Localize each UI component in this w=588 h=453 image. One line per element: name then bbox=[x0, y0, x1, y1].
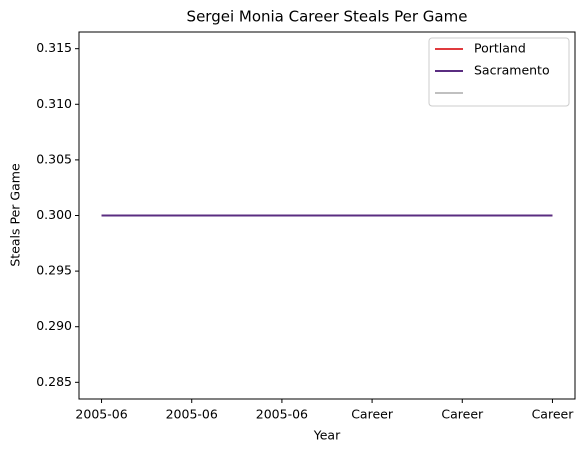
x-tick-label: 2005-06 bbox=[256, 407, 308, 422]
x-tick-label: Career bbox=[351, 407, 394, 422]
x-tick-label: Career bbox=[441, 407, 484, 422]
plot-frame bbox=[78, 31, 576, 400]
x-tick-label: 2005-06 bbox=[166, 407, 218, 422]
y-tick-label: 0.305 bbox=[36, 151, 72, 166]
y-tick-label: 0.310 bbox=[36, 96, 72, 111]
y-tick-label: 0.300 bbox=[36, 207, 72, 222]
y-tick-label: 0.295 bbox=[36, 263, 72, 278]
y-tick-label: 0.285 bbox=[36, 374, 72, 389]
legend-label: Portland bbox=[474, 41, 526, 56]
legend-box bbox=[428, 37, 570, 107]
x-tick-label: 2005-06 bbox=[75, 407, 127, 422]
chart-title: Sergei Monia Career Steals Per Game bbox=[187, 8, 468, 26]
y-axis-label: Steals Per Game bbox=[8, 163, 23, 267]
y-tick-label: 0.315 bbox=[36, 40, 72, 55]
legend-label: Sacramento bbox=[474, 63, 550, 78]
y-tick-label: 0.290 bbox=[36, 318, 72, 333]
x-tick-label: Career bbox=[532, 407, 575, 422]
x-axis-label: Year bbox=[313, 428, 341, 443]
